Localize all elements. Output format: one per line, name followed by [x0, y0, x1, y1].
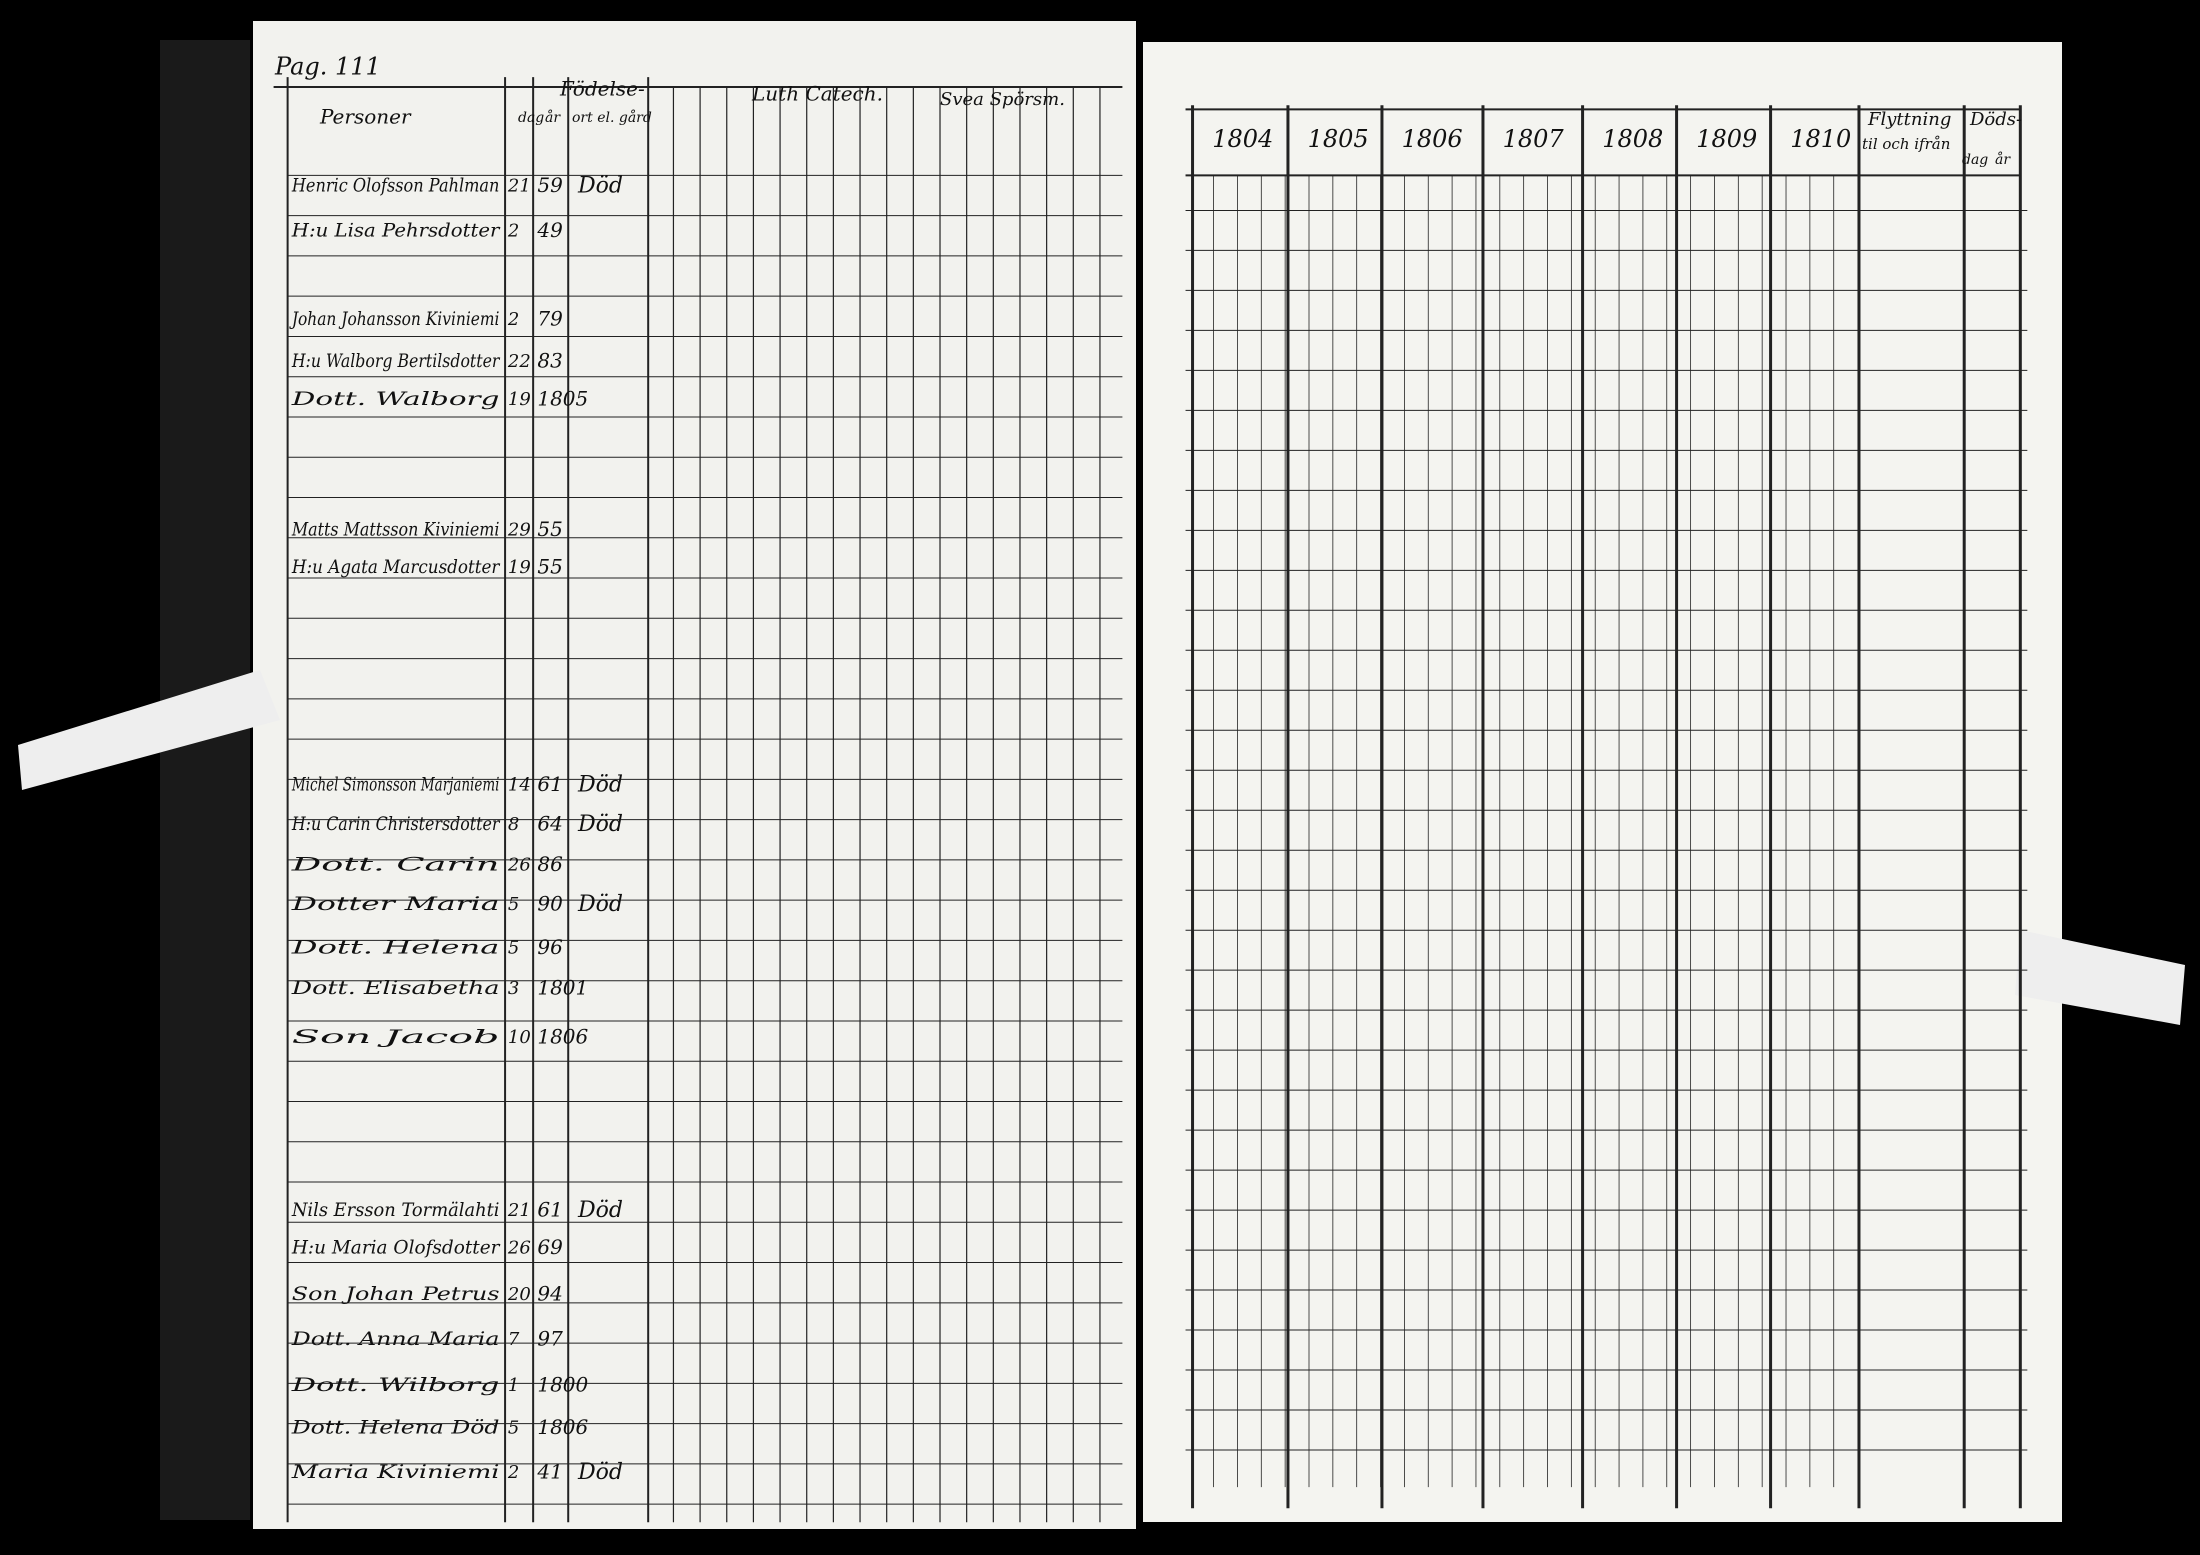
birth-day: 8: [508, 814, 519, 835]
col-header: Luth Catech.: [751, 82, 883, 106]
note: Död: [577, 892, 623, 917]
birth-day: 2: [507, 309, 519, 330]
birth-day: 20: [507, 1284, 531, 1305]
birth-year: 83: [537, 348, 562, 372]
birth-day: 26: [507, 1238, 531, 1259]
col-header: Personer: [319, 105, 412, 129]
birth-day: 3: [508, 978, 519, 999]
col-header: Svea Spörsm.: [940, 89, 1065, 110]
ruling: [273, 77, 2028, 1523]
person-name: Johan Johansson Kiviniemi: [289, 308, 500, 330]
page-label: Pag. 111: [274, 53, 381, 81]
birth-year: 55: [537, 555, 562, 579]
birth-year: 61: [537, 772, 562, 796]
right-page: [1143, 42, 2062, 1522]
year-header: 1810: [1790, 125, 1851, 153]
note: Död: [577, 1460, 623, 1485]
person-name: H:u Maria Olofsdotter: [291, 1237, 501, 1259]
col-header: Döds-: [1969, 109, 2022, 130]
note: Död: [577, 1198, 623, 1223]
birth-year: 55: [537, 517, 562, 541]
birth-day: 21: [507, 176, 531, 197]
birth-year: 49: [536, 218, 563, 242]
birth-day: 29: [507, 519, 531, 540]
birth-day: 2: [507, 220, 519, 241]
birth-year: 94: [537, 1281, 562, 1305]
left-page: [253, 21, 1136, 1529]
birth-day: 14: [508, 775, 531, 796]
person-name: Nils Ersson Tormälahti: [291, 1199, 500, 1221]
year-header: 1805: [1308, 125, 1369, 153]
person-name: H:u Lisa Pehrsdotter: [291, 219, 502, 241]
birth-year: 1806: [537, 1415, 588, 1439]
note: Död: [577, 773, 623, 798]
person-name: Son Johan Petrus: [292, 1283, 500, 1305]
birth-year: 96: [537, 935, 563, 959]
person-name: Dott. Carin: [290, 854, 500, 876]
birth-year: 79: [537, 306, 563, 330]
year-header: 1804: [1212, 125, 1273, 153]
person-name: Michel Simonsson Marjaniemi: [291, 774, 499, 796]
birth-day: 26: [507, 855, 531, 876]
birth-day: 1: [508, 1375, 519, 1396]
person-name: Matts Mattsson Kiviniemi: [291, 518, 499, 540]
birth-year: 41: [536, 1460, 562, 1484]
birth-year: 1800: [537, 1373, 588, 1397]
col-header: til och ifrån: [1862, 135, 1950, 153]
person-name: Dott. Elisabetha: [290, 977, 499, 999]
birth-year: 69: [537, 1235, 563, 1259]
year-header: 1808: [1602, 125, 1663, 153]
year-header: 1806: [1402, 125, 1463, 153]
birth-year: 1805: [537, 386, 588, 410]
birth-day: 21: [507, 1200, 531, 1221]
birth-year: 90: [537, 891, 563, 915]
binding: [160, 40, 250, 1520]
birth-day: 5: [508, 937, 519, 958]
col-header: dag: [1962, 152, 1988, 168]
person-name: Dott. Wilborg: [290, 1374, 499, 1396]
person-name: Maria Kiviniemi: [290, 1461, 499, 1483]
person-name: Dotter Maria: [290, 893, 499, 915]
col-header: Flyttning: [1867, 109, 1951, 130]
person-name: H:u Carin Christersdotter: [291, 813, 501, 835]
col-header: ort el. gård: [572, 109, 652, 126]
birth-year: 64: [537, 811, 562, 835]
birth-year: 1801: [537, 976, 588, 1000]
tab-right: [2015, 930, 2185, 1025]
birth-year: 1806: [537, 1025, 588, 1049]
col-header: Födelse-: [559, 77, 645, 101]
col-header: år: [1995, 151, 2011, 168]
year-header: 1807: [1503, 125, 1565, 153]
col-header: år: [545, 109, 561, 126]
birth-year: 86: [537, 852, 563, 876]
text-layer: Pag. 111 Personer Födelse- dag år ort el…: [274, 53, 2022, 1486]
person-name: Son Jacob: [292, 1026, 500, 1048]
birth-day: 19: [508, 389, 531, 410]
note: Död: [577, 174, 623, 199]
birth-day: 22: [507, 351, 531, 372]
birth-day: 19: [508, 557, 531, 578]
birth-day: 7: [508, 1329, 520, 1350]
birth-day: 2: [507, 1462, 519, 1483]
person-name: Dott. Helena Död: [291, 1416, 500, 1438]
birth-day: 10: [508, 1027, 531, 1048]
birth-year: 97: [537, 1326, 563, 1350]
birth-day: 5: [508, 1417, 519, 1438]
birth-day: 5: [508, 894, 519, 915]
person-name: Dott. Helena: [290, 936, 499, 958]
birth-year: 61: [537, 1197, 562, 1221]
person-name: H:u Agata Marcusdotter: [291, 556, 501, 578]
col-header: dag: [518, 110, 544, 126]
note: Död: [577, 812, 623, 837]
person-name: H:u Walborg Bertilsdotter: [291, 350, 501, 372]
tab-left: [18, 670, 280, 790]
birth-year: 59: [537, 173, 563, 197]
person-name: Dott. Anna Maria: [291, 1328, 500, 1350]
person-name: Henric Olofsson Pahlman: [291, 175, 499, 197]
person-name: Dott. Walborg: [290, 388, 499, 410]
year-header: 1809: [1696, 125, 1757, 153]
